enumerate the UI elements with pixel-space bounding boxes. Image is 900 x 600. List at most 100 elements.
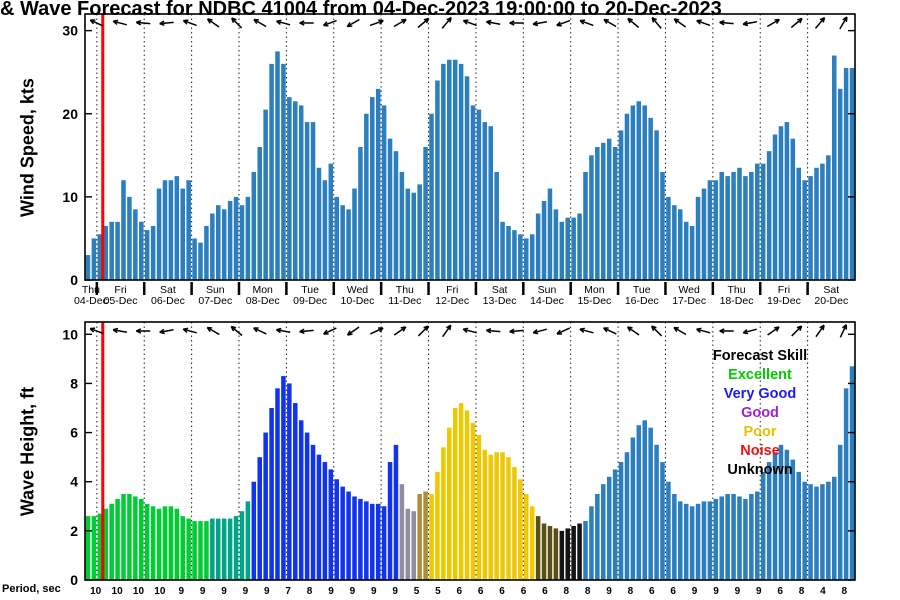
wave-direction-arrow <box>299 329 314 333</box>
wave-direction-arrow <box>791 325 803 337</box>
wave-bar <box>506 457 511 580</box>
wind-direction-arrow <box>182 20 188 25</box>
wind-direction-arrow <box>159 22 165 27</box>
wind-direction-arrow <box>323 19 337 27</box>
wave-bar <box>322 462 328 580</box>
wave-bar <box>672 494 677 580</box>
day-date-label: 09-Dec <box>293 295 327 307</box>
wind-bar <box>601 142 606 280</box>
legend-title: Forecast Skill <box>712 348 808 364</box>
wave-bar <box>304 432 310 580</box>
wind-bar <box>162 180 168 280</box>
wind-direction-arrow <box>814 17 826 29</box>
wind-bar <box>304 122 310 280</box>
period-value: 9 <box>264 586 270 597</box>
wind-direction-arrow <box>463 19 477 27</box>
wave-direction-arrow <box>556 327 570 335</box>
wave-bar <box>606 476 612 580</box>
wind-direction-arrow <box>842 16 848 21</box>
wave-bar <box>648 427 653 580</box>
wind-direction-arrow <box>135 21 142 26</box>
day-date-label: 14-Dec <box>530 295 564 307</box>
wind-bar <box>121 180 126 280</box>
wind-bar <box>506 225 511 280</box>
wind-bar <box>689 225 695 280</box>
wave-direction-arrow <box>696 328 711 334</box>
wind-bar <box>399 171 405 280</box>
wave-bar <box>512 466 517 580</box>
wave-bar <box>488 454 493 580</box>
wind-bar <box>630 105 636 280</box>
wave-direction-arrow <box>400 326 406 329</box>
day-boundary-tick <box>95 282 99 295</box>
wind-bar <box>298 105 304 280</box>
wave-bar <box>500 452 505 580</box>
wave-bar <box>245 501 251 580</box>
wind-bar <box>832 55 837 280</box>
wave-bar <box>476 435 482 580</box>
period-value: 9 <box>178 586 184 597</box>
wind-bar <box>269 63 274 280</box>
wind-speed-ylabel: Wind Speed, kts <box>17 78 38 217</box>
wave-bar <box>814 486 819 580</box>
wave-bar <box>760 471 766 580</box>
legend-item-good: Good <box>741 405 779 421</box>
wave-direction-arrow <box>276 329 291 333</box>
period-value: 8 <box>842 586 848 597</box>
wave-bar <box>393 444 399 580</box>
wind-direction-arrow <box>486 21 491 26</box>
wind-bar <box>387 138 393 280</box>
wind-direction-arrow <box>231 17 235 24</box>
day-name-label: Sun <box>538 284 557 296</box>
wave-direction-arrow <box>393 326 407 336</box>
wave-direction-arrow <box>485 329 492 334</box>
wind-direction-arrow <box>90 19 104 27</box>
wind-direction-arrow <box>696 19 711 27</box>
wind-bar <box>796 167 801 280</box>
wind-bar <box>701 188 707 280</box>
wave-bar <box>210 518 215 580</box>
wind-direction-arrow <box>369 19 384 27</box>
chart-title: & Wave Forecast for NDBC 41004 from 04-D… <box>0 0 722 20</box>
wind-bar <box>737 167 742 280</box>
wind-bar <box>91 238 97 280</box>
wave-bar <box>121 494 126 580</box>
wind-direction-arrow <box>159 21 174 25</box>
period-value: 6 <box>670 586 676 597</box>
wave-bar <box>589 506 594 580</box>
period-value: 10 <box>90 586 102 597</box>
wave-bar <box>642 420 647 580</box>
wind-bar <box>725 176 730 280</box>
wind-bar <box>340 205 345 280</box>
wind-direction-arrow <box>579 19 594 27</box>
wind-bar <box>441 63 446 280</box>
wind-bar <box>612 147 618 280</box>
wind-bar <box>666 196 671 280</box>
wave-bar <box>547 525 553 580</box>
wave-direction-arrow <box>603 327 617 335</box>
wind-direction-arrow <box>89 19 95 25</box>
wave-bar <box>772 452 778 580</box>
wind-bar <box>375 88 381 280</box>
wave-direction-arrow <box>253 327 267 335</box>
wave-direction-arrow <box>719 330 725 334</box>
wave-bar <box>725 494 730 580</box>
wind-bar <box>423 147 428 280</box>
y-tick-label: 8 <box>70 375 78 391</box>
wind-bar <box>452 59 458 280</box>
wind-bar <box>127 196 132 280</box>
period-value: 10 <box>112 586 124 597</box>
wind-bar <box>606 138 612 280</box>
wind-bar <box>221 209 227 280</box>
wind-bar <box>529 234 535 280</box>
wind-bar <box>849 68 855 280</box>
wind-bar <box>174 176 180 280</box>
wind-direction-arrow <box>183 19 197 27</box>
wave-bar <box>85 516 91 580</box>
day-boundary-tick <box>522 282 525 295</box>
period-value: 9 <box>606 586 612 597</box>
wave-bar <box>482 449 488 580</box>
wind-bar <box>512 230 517 280</box>
wind-direction-arrow <box>742 23 749 27</box>
